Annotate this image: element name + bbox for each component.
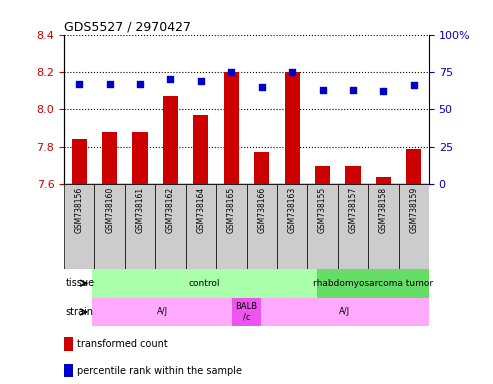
Point xyxy=(227,69,235,75)
Bar xyxy=(246,184,277,269)
Bar xyxy=(277,184,307,269)
Bar xyxy=(92,269,317,298)
Bar xyxy=(317,269,429,298)
Bar xyxy=(64,184,95,269)
Bar xyxy=(186,184,216,269)
Text: transformed count: transformed count xyxy=(77,339,168,349)
Bar xyxy=(307,184,338,269)
Bar xyxy=(216,184,246,269)
Point xyxy=(380,88,387,94)
Bar xyxy=(64,337,73,351)
Bar xyxy=(102,132,117,184)
Bar xyxy=(133,132,148,184)
Bar xyxy=(163,96,178,184)
Text: GSM738164: GSM738164 xyxy=(196,187,206,233)
Text: rhabdomyosarcoma tumor: rhabdomyosarcoma tumor xyxy=(313,279,433,288)
Point xyxy=(318,87,326,93)
Text: GSM738156: GSM738156 xyxy=(75,187,84,233)
Bar xyxy=(155,184,186,269)
Text: GSM738159: GSM738159 xyxy=(409,187,418,233)
Bar xyxy=(64,364,73,377)
Text: BALB
/c: BALB /c xyxy=(236,302,257,322)
Point xyxy=(167,76,175,83)
Point xyxy=(410,83,418,89)
Point xyxy=(197,78,205,84)
Bar xyxy=(260,298,429,326)
Point xyxy=(106,81,113,87)
Point xyxy=(349,87,357,93)
Bar xyxy=(315,166,330,184)
Bar xyxy=(345,166,360,184)
Bar xyxy=(125,184,155,269)
Text: strain: strain xyxy=(66,307,94,317)
Text: GSM738158: GSM738158 xyxy=(379,187,388,233)
Point xyxy=(75,81,83,87)
Bar xyxy=(71,139,87,184)
Text: GSM738157: GSM738157 xyxy=(349,187,357,233)
Bar xyxy=(376,177,391,184)
Text: GSM738160: GSM738160 xyxy=(105,187,114,233)
Point xyxy=(136,81,144,87)
Bar xyxy=(284,72,300,184)
Point xyxy=(288,69,296,75)
Point xyxy=(258,84,266,90)
Text: A/J: A/J xyxy=(157,308,168,316)
Bar xyxy=(92,298,233,326)
Bar xyxy=(193,115,209,184)
Text: GSM738162: GSM738162 xyxy=(166,187,175,233)
Bar xyxy=(398,184,429,269)
Bar xyxy=(406,149,422,184)
Bar xyxy=(368,184,398,269)
Bar xyxy=(95,184,125,269)
Text: control: control xyxy=(189,279,220,288)
Text: GSM738163: GSM738163 xyxy=(287,187,297,233)
Bar xyxy=(224,72,239,184)
Bar xyxy=(233,298,260,326)
Text: GDS5527 / 2970427: GDS5527 / 2970427 xyxy=(64,20,191,33)
Text: A/J: A/J xyxy=(339,308,351,316)
Text: GSM738155: GSM738155 xyxy=(318,187,327,233)
Text: GSM738166: GSM738166 xyxy=(257,187,266,233)
Text: percentile rank within the sample: percentile rank within the sample xyxy=(77,366,242,376)
Bar xyxy=(338,184,368,269)
Text: GSM738165: GSM738165 xyxy=(227,187,236,233)
Text: GSM738161: GSM738161 xyxy=(136,187,144,233)
Bar xyxy=(254,152,269,184)
Text: tissue: tissue xyxy=(66,278,95,288)
